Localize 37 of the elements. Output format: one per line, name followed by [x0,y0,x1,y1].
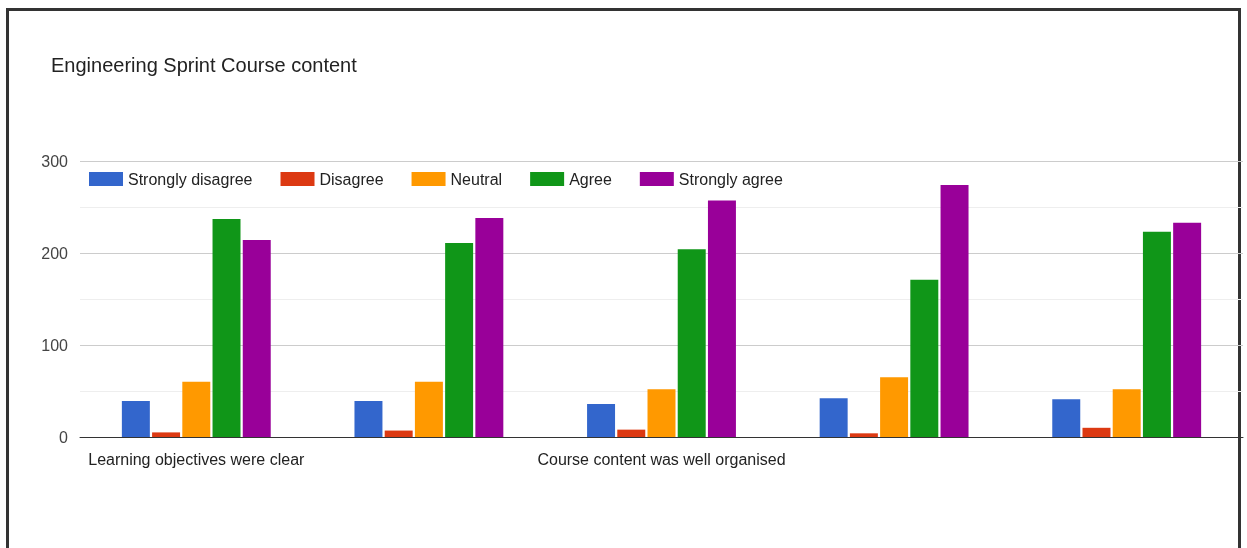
bar [910,279,939,437]
bar [384,430,413,437]
bar [1052,399,1081,437]
legend-label: Neutral [450,170,503,188]
bar [849,433,878,437]
bar [587,403,616,437]
bar [617,429,646,437]
bar [242,240,271,437]
bar [212,218,241,437]
bar [707,200,736,437]
y-tick-label: 300 [41,152,69,170]
bar [414,381,443,437]
bar [475,218,504,437]
chart-title: Engineering Sprint Course content [51,54,358,76]
bar [121,401,150,437]
x-tick-label: Learning objectives were clear [88,450,306,468]
x-tick-label: Course content was well organised [537,450,786,468]
legend-label: Disagree [319,170,384,188]
legend-label: Agree [569,170,612,188]
y-tick-label: 0 [59,428,69,446]
bar [940,184,969,437]
bar [1173,222,1202,437]
bar [1142,231,1171,437]
y-tick-label: 200 [41,244,69,262]
bar [1082,427,1111,437]
bar [354,401,383,437]
bar [182,381,211,437]
y-tick-label: 100 [41,336,69,354]
legend-label: Strongly disagree [128,170,253,188]
legend-label: Strongly agree [678,170,783,188]
bar [880,377,909,437]
bar [819,398,848,437]
bar [647,389,676,437]
bar [445,242,474,437]
bar [677,249,706,437]
bar [152,432,181,437]
bar [1112,389,1141,437]
